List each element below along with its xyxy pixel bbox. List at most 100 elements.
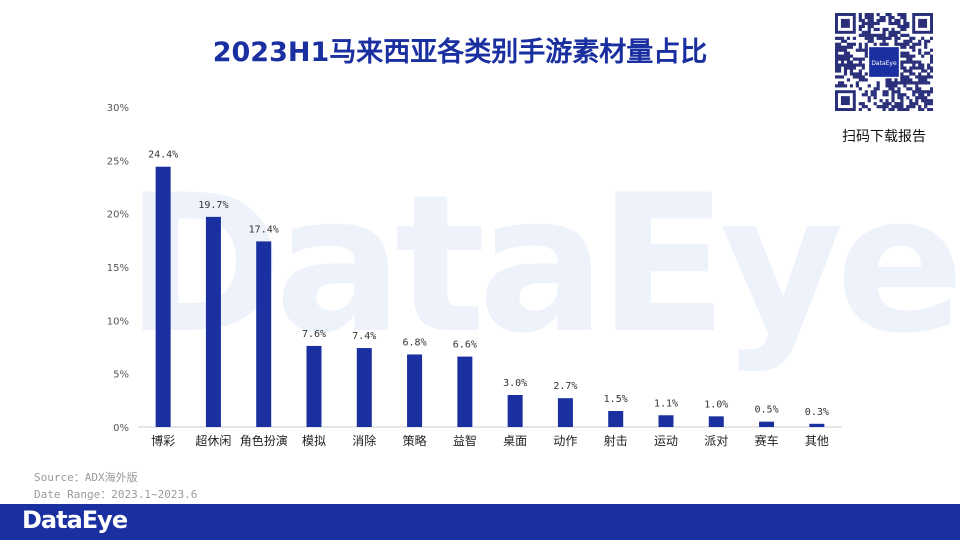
qr-module — [906, 54, 910, 58]
qr-finder-inner — [840, 18, 850, 28]
qr-module — [924, 99, 928, 103]
bar — [608, 411, 624, 427]
qr-module — [867, 84, 871, 88]
qr-module — [918, 108, 922, 112]
qr-module — [903, 33, 907, 37]
qr-module — [849, 42, 854, 46]
qr-module — [897, 24, 901, 29]
qr-module — [903, 75, 907, 79]
qr-module — [885, 102, 889, 106]
qr-module — [906, 24, 910, 29]
qr-module — [852, 63, 856, 67]
qr-module — [861, 24, 865, 29]
qr-module — [897, 42, 901, 46]
qr-module — [852, 36, 856, 40]
qr-center-text: DataEye — [871, 60, 897, 67]
qr-module — [924, 78, 928, 82]
qr-module — [921, 81, 925, 85]
qr-module — [840, 63, 845, 67]
qr-module — [840, 39, 845, 43]
qr-module — [835, 63, 839, 67]
qr-module — [861, 102, 865, 106]
x-tick-label: 策略 — [403, 433, 427, 448]
qr-module — [837, 66, 842, 70]
qr-module — [900, 63, 904, 67]
qr-module — [909, 36, 913, 40]
qr-module — [876, 87, 880, 91]
qr-module — [921, 36, 925, 40]
x-tick-label: 其他 — [805, 434, 829, 448]
qr-module — [840, 36, 845, 40]
qr-module — [924, 102, 928, 106]
qr-module — [930, 99, 934, 103]
qr-module — [900, 66, 904, 70]
bar — [306, 345, 322, 427]
qr-module — [864, 51, 868, 55]
qr-module — [861, 63, 865, 67]
qr-module — [912, 90, 916, 94]
qr-module — [864, 78, 868, 82]
qr-module — [918, 90, 922, 94]
qr-module — [912, 105, 916, 109]
qr-module — [855, 75, 859, 79]
qr-module — [835, 60, 839, 64]
qr-module — [837, 54, 842, 58]
qr-module — [840, 48, 845, 52]
qr-module — [837, 36, 842, 40]
qr-module — [855, 81, 859, 85]
qr-module — [900, 105, 904, 109]
qr-module — [924, 81, 928, 85]
qr-module — [906, 108, 910, 112]
qr-module — [930, 90, 934, 94]
qr-module — [876, 105, 880, 109]
qr-module — [885, 13, 889, 17]
qr-module — [924, 69, 928, 73]
qr-module — [843, 84, 848, 88]
qr-module — [909, 60, 913, 64]
qr-module — [861, 105, 865, 109]
qr-module — [879, 18, 883, 23]
qr-module — [897, 96, 901, 100]
qr-module — [903, 13, 907, 17]
qr-module — [888, 87, 892, 91]
qr-module — [849, 54, 854, 58]
qr-module — [900, 75, 904, 79]
qr-module — [876, 21, 880, 26]
qr-module — [927, 81, 931, 85]
qr-finder-inner — [918, 18, 928, 28]
x-tick-label: 动作 — [553, 434, 577, 448]
bar — [205, 216, 221, 427]
qr-module — [894, 39, 898, 43]
qr-module — [835, 36, 839, 40]
qr-module — [835, 42, 839, 46]
qr-module — [912, 45, 916, 49]
qr-code[interactable]: DataEye — [835, 13, 934, 112]
qr-module — [903, 18, 907, 23]
qr-module — [861, 18, 865, 23]
qr-module — [903, 21, 907, 26]
qr-module — [909, 105, 913, 109]
qr-module — [900, 78, 904, 82]
qr-module — [912, 54, 916, 58]
qr-module — [876, 13, 880, 17]
qr-module — [861, 30, 865, 34]
qr-module — [918, 93, 922, 97]
qr-module — [930, 60, 934, 64]
qr-module — [906, 78, 910, 82]
qr-module — [888, 15, 892, 20]
qr-module — [882, 18, 886, 23]
qr-module — [918, 39, 922, 43]
qr-module — [852, 72, 856, 76]
qr-module — [858, 60, 862, 64]
qr-module — [921, 63, 925, 67]
qr-module — [858, 13, 862, 17]
qr-module — [867, 21, 871, 26]
qr-module — [924, 42, 928, 46]
data-label: 0.3% — [805, 407, 829, 418]
x-tick-label: 派对 — [704, 434, 728, 448]
qr-module — [900, 93, 904, 97]
data-label: 7.4% — [352, 331, 376, 342]
qr-module — [894, 33, 898, 37]
chart-title: 2023H1马来西亚各类别手游素材量占比 — [212, 37, 708, 68]
data-label: 1.5% — [604, 394, 628, 405]
